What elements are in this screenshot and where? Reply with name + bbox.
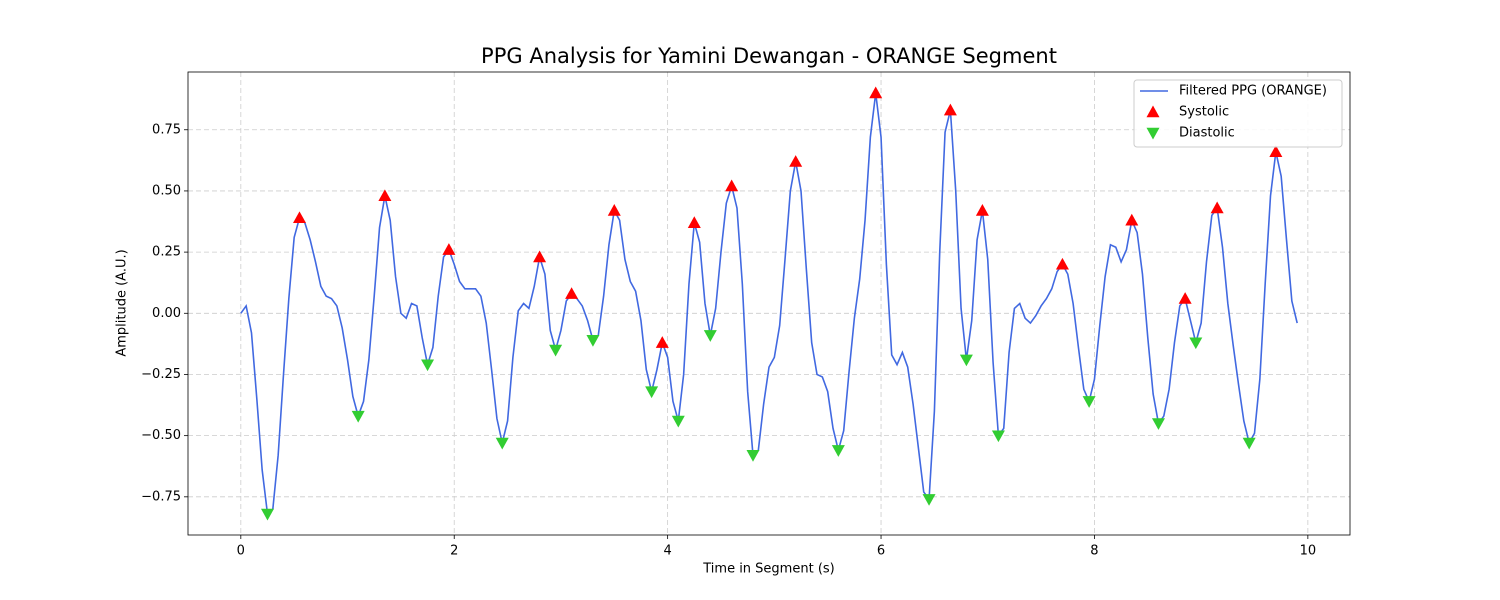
y-tick-label: −0.75: [141, 489, 181, 504]
marker: [421, 359, 435, 372]
marker: [655, 336, 669, 348]
y-tick-label: −0.25: [141, 367, 181, 382]
marker: [351, 410, 365, 423]
marker: [549, 344, 563, 357]
y-tick-label: −0.50: [141, 428, 181, 443]
x-tick-label: 0: [237, 544, 245, 559]
marker: [1151, 418, 1165, 430]
marker: [869, 86, 883, 99]
marker: [293, 211, 307, 224]
marker: [943, 103, 957, 116]
marker: [1210, 201, 1224, 214]
marker: [533, 250, 547, 263]
legend-label: Diastolic: [1179, 126, 1235, 141]
legend-label: Systolic: [1179, 105, 1229, 120]
y-tick-label: 0.50: [152, 183, 181, 198]
chart-title: PPG Analysis for Yamini Dewangan - ORANG…: [481, 44, 1057, 68]
marker: [1269, 145, 1283, 157]
y-tick-label: 0.25: [152, 245, 181, 260]
x-tick-label: 2: [450, 544, 458, 559]
marker: [1189, 337, 1203, 350]
marker: [746, 450, 760, 462]
marker: [565, 287, 579, 299]
x-axis-label: Time in Segment (s): [702, 562, 834, 577]
marker: [703, 330, 717, 342]
marker: [586, 335, 600, 347]
marker: [1178, 292, 1192, 304]
marker: [260, 508, 274, 521]
marker: [1125, 213, 1139, 226]
marker: [378, 189, 392, 202]
marker: [495, 437, 509, 450]
legend-box: [1133, 79, 1343, 148]
marker: [607, 204, 621, 216]
y-axis-label: Amplitude (A.U.): [115, 249, 130, 356]
marker: [645, 386, 659, 399]
marker: [975, 204, 989, 216]
marker: [991, 430, 1005, 443]
plot-frame: [187, 71, 1351, 536]
marker: [1082, 396, 1096, 408]
legend-marker: [1146, 105, 1160, 118]
legend: Filtered PPG (ORANGE) Systolic Diastolic: [1133, 79, 1343, 148]
x-tick-label: 6: [877, 544, 885, 559]
y-tick-label: 0.00: [152, 306, 181, 321]
legend-marker: [1146, 127, 1160, 140]
x-tick-label: 10: [1300, 544, 1317, 559]
marker: [959, 354, 973, 367]
marker: [725, 179, 739, 192]
legend-label: Filtered PPG (ORANGE): [1179, 84, 1327, 99]
x-tick-label: 8: [1090, 544, 1098, 559]
marker: [1242, 437, 1256, 450]
marker: [442, 243, 456, 255]
marker: [831, 445, 845, 457]
marker: [671, 415, 685, 428]
marker: [687, 216, 701, 228]
marker: [1055, 257, 1069, 270]
marker: [789, 155, 803, 167]
ppg-line: [240, 92, 1298, 516]
y-tick-label: 0.75: [152, 122, 181, 137]
marker: [922, 494, 936, 506]
x-tick-label: 4: [663, 544, 671, 559]
